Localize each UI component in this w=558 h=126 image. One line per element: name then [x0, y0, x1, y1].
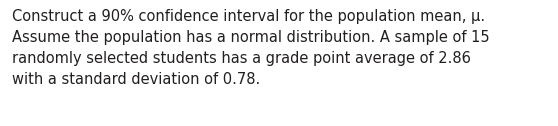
Text: Construct a 90% confidence interval for the population mean, μ.
Assume the popul: Construct a 90% confidence interval for … [12, 9, 490, 87]
